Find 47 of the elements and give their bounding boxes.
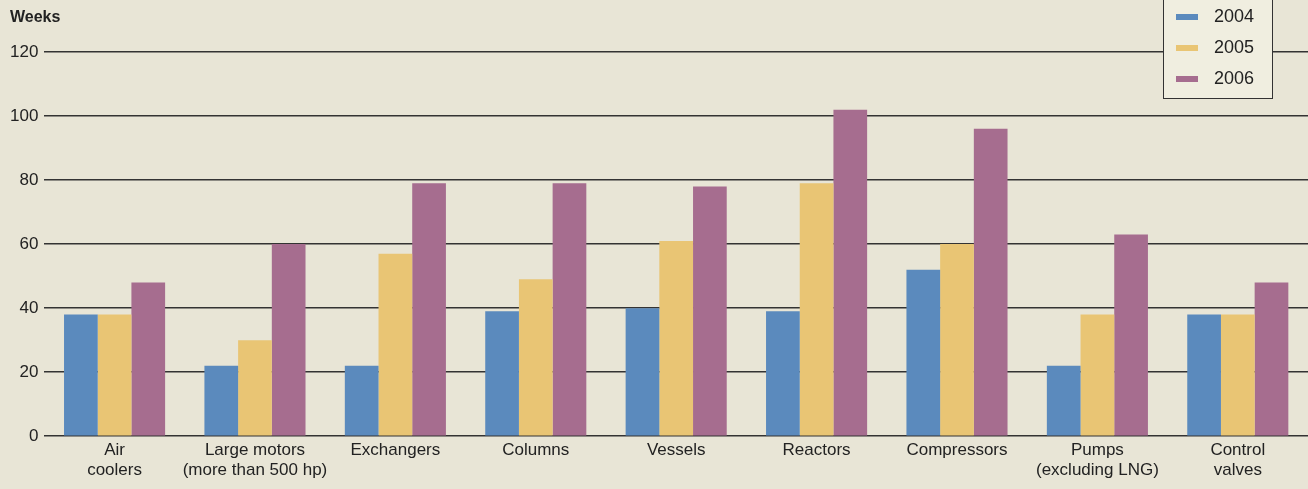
bar (659, 240, 694, 436)
legend-label: 2005 (1213, 37, 1254, 58)
bar (940, 244, 974, 436)
bar (1254, 282, 1289, 436)
y-tick-label: 80 (19, 169, 39, 189)
x-tick-label: Large motors (more than 500 hp) (182, 440, 328, 480)
bar (344, 365, 379, 436)
y-tick-label: 120 (9, 41, 39, 61)
y-tick-label: 20 (19, 361, 39, 381)
bar (766, 311, 800, 436)
bar (271, 244, 306, 436)
bar (906, 269, 941, 436)
x-tick-label: Pumps (excluding LNG) (1035, 440, 1159, 480)
bar (552, 183, 587, 436)
bar (131, 282, 166, 436)
bar (1080, 314, 1115, 436)
legend-label: 2006 (1213, 68, 1254, 89)
bar (1220, 314, 1255, 436)
y-tick-label: 40 (19, 297, 39, 317)
x-tick-label: Vessels (646, 440, 706, 460)
y-tick-label: 100 (9, 105, 39, 125)
bar (97, 314, 132, 436)
bar (1187, 314, 1221, 436)
bar (412, 183, 446, 436)
x-tick-label: Control valves (1210, 440, 1266, 480)
bar (238, 340, 272, 436)
bar (973, 128, 1008, 436)
bar (204, 365, 239, 436)
x-tick-label: Air coolers (87, 440, 142, 480)
bar (833, 109, 868, 436)
x-tick-label: Compressors (906, 440, 1008, 460)
bar (625, 308, 660, 436)
x-tick-label: Columns (502, 440, 570, 460)
bar (378, 253, 413, 436)
y-tick-label: 60 (19, 233, 39, 253)
y-axis-title: Weeks (10, 8, 61, 26)
x-tick-label: Reactors (782, 440, 851, 460)
bar (485, 311, 519, 436)
bar (64, 314, 98, 436)
legend-label: 2004 (1213, 6, 1254, 27)
bar (1114, 234, 1148, 436)
x-tick-label: Exchangers (350, 440, 441, 460)
bar (693, 186, 727, 436)
y-tick-label: 0 (28, 425, 39, 445)
bar (518, 279, 553, 436)
bar (1046, 365, 1081, 436)
bar (799, 183, 834, 436)
